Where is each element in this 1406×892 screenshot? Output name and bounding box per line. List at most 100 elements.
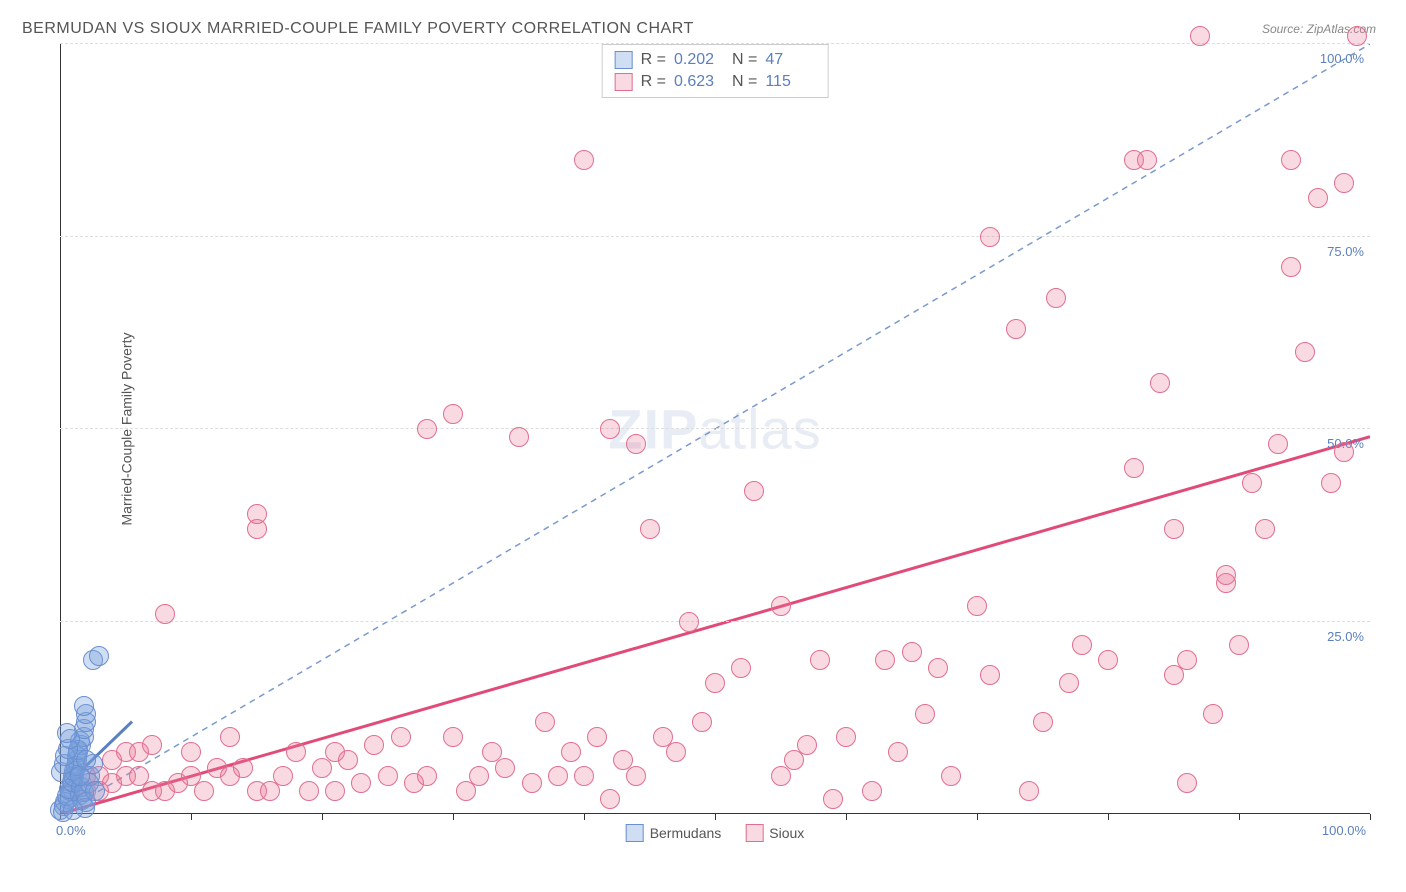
sioux-point — [640, 519, 660, 539]
series-legend: Bermudans Sioux — [626, 824, 805, 842]
legend-label: Bermudans — [650, 825, 722, 841]
sioux-point — [391, 727, 411, 747]
sioux-point — [810, 650, 830, 670]
sioux-point — [626, 434, 646, 454]
sioux-point — [364, 735, 384, 755]
sioux-point — [928, 658, 948, 678]
sioux-point — [325, 781, 345, 801]
sioux-point — [194, 781, 214, 801]
sioux-point — [1006, 319, 1026, 339]
sioux-point — [443, 727, 463, 747]
sioux-point — [1268, 434, 1288, 454]
x-tick-label: 0.0% — [56, 823, 86, 838]
sioux-point — [744, 481, 764, 501]
sioux-point — [666, 742, 686, 762]
header-row: BERMUDAN VS SIOUX MARRIED-COUPLE FAMILY … — [20, 20, 1386, 44]
sioux-point — [1046, 288, 1066, 308]
sioux-point — [1177, 650, 1197, 670]
bermudan-point — [89, 646, 109, 666]
sioux-point — [338, 750, 358, 770]
sioux-point — [1203, 704, 1223, 724]
sioux-point — [286, 742, 306, 762]
sioux-point — [417, 419, 437, 439]
x-tick — [1239, 814, 1240, 820]
legend-item-sioux: Sioux — [745, 824, 804, 842]
sioux-point — [142, 735, 162, 755]
sioux-point — [888, 742, 908, 762]
sioux-point — [823, 789, 843, 809]
sioux-point — [980, 227, 1000, 247]
sioux-point — [417, 766, 437, 786]
y-tick-label: 25.0% — [1327, 629, 1364, 644]
sioux-point — [1229, 635, 1249, 655]
sioux-point — [705, 673, 725, 693]
sioux-point — [771, 596, 791, 616]
x-tick — [453, 814, 454, 820]
sioux-point — [535, 712, 555, 732]
y-tick-label: 100.0% — [1320, 51, 1364, 66]
x-tick — [1108, 814, 1109, 820]
stats-row-bermudans: R =0.202N =47 — [615, 49, 816, 71]
x-tick — [1370, 814, 1371, 820]
sioux-point — [1033, 712, 1053, 732]
x-tick — [846, 814, 847, 820]
chart-title: BERMUDAN VS SIOUX MARRIED-COUPLE FAMILY … — [22, 20, 694, 38]
gridline — [60, 621, 1370, 622]
regression-lines-svg — [60, 44, 1370, 814]
sioux-point — [574, 150, 594, 170]
sioux-point — [155, 604, 175, 624]
stats-row-sioux: R =0.623N =115 — [615, 71, 816, 93]
r-value: 0.623 — [674, 73, 724, 91]
sioux-point — [862, 781, 882, 801]
sioux-point — [679, 612, 699, 632]
y-axis — [60, 44, 61, 814]
gridline — [60, 236, 1370, 237]
sioux-point — [378, 766, 398, 786]
source-label: Source: — [1262, 22, 1303, 36]
watermark-zip: ZIP — [608, 398, 698, 461]
sioux-point — [1072, 635, 1092, 655]
sioux-point — [1137, 150, 1157, 170]
sioux-point — [626, 766, 646, 786]
sioux-point — [1295, 342, 1315, 362]
y-tick-label: 75.0% — [1327, 244, 1364, 259]
gridline — [60, 43, 1370, 44]
sioux-point — [1347, 26, 1367, 46]
x-tick — [977, 814, 978, 820]
sioux-point — [299, 781, 319, 801]
sioux-point — [797, 735, 817, 755]
sioux-point — [1255, 519, 1275, 539]
bermudan-point — [76, 750, 96, 770]
y-axis-label: Married-Couple Family Poverty — [118, 333, 134, 526]
x-tick — [715, 814, 716, 820]
bermudan-point — [63, 800, 83, 820]
sioux-point — [574, 766, 594, 786]
sioux-point — [469, 766, 489, 786]
sioux-point — [1177, 773, 1197, 793]
bermudan-point — [85, 781, 105, 801]
sioux-point — [915, 704, 935, 724]
gridline — [60, 428, 1370, 429]
sioux-point — [1334, 173, 1354, 193]
sioux-point — [600, 789, 620, 809]
legend-item-bermudans: Bermudans — [626, 824, 722, 842]
n-value: 115 — [765, 73, 815, 91]
sioux-point — [600, 419, 620, 439]
sioux-point — [1281, 257, 1301, 277]
sioux-point — [522, 773, 542, 793]
sioux-point — [1019, 781, 1039, 801]
sioux-point — [967, 596, 987, 616]
sioux-point — [561, 742, 581, 762]
swatch-pink — [615, 73, 633, 91]
sioux-point — [247, 504, 267, 524]
sioux-point — [980, 665, 1000, 685]
sioux-point — [1242, 473, 1262, 493]
sioux-point — [1321, 473, 1341, 493]
sioux-point — [1150, 373, 1170, 393]
sioux-point — [1308, 188, 1328, 208]
sioux-point — [495, 758, 515, 778]
sioux-point — [1281, 150, 1301, 170]
swatch-blue — [615, 51, 633, 69]
sioux-point — [875, 650, 895, 670]
r-label: R = — [641, 73, 666, 91]
